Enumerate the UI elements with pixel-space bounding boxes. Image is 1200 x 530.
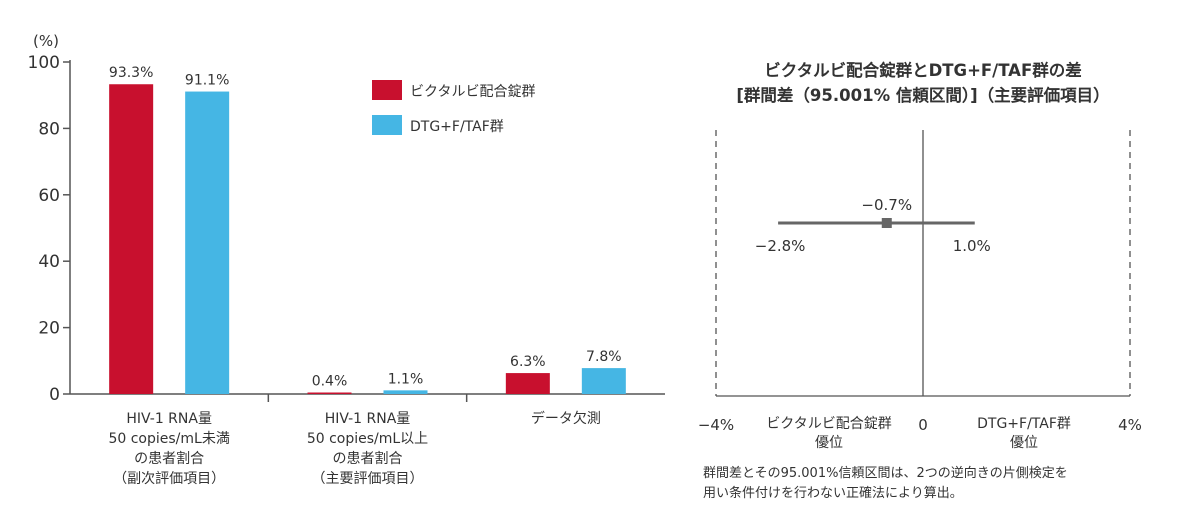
legend-swatch <box>372 115 402 135</box>
favors-left-label: ビクタルビ配合錠群 <box>766 416 891 432</box>
legend-label: ビクタルビ配合錠群 <box>410 84 535 100</box>
y-tick-label: 100 <box>28 53 60 73</box>
bar-value-label: 91.1% <box>185 73 229 89</box>
favors-right-label: 優位 <box>1010 435 1038 451</box>
bar-value-label: 7.8% <box>586 349 622 365</box>
x-category-label: HIV-1 RNA量 <box>325 411 411 427</box>
y-tick-label: 0 <box>49 385 60 405</box>
y-tick-label: 60 <box>38 186 60 206</box>
y-tick-label: 20 <box>38 319 60 339</box>
bar-value-label: 6.3% <box>510 354 546 370</box>
ci-low-label: −2.8% <box>755 237 806 255</box>
bar-value-label: 93.3% <box>109 65 153 81</box>
forest-x-tick-label: −4% <box>698 416 734 434</box>
forest-title: ビクタルビ配合錠群とDTG+F/TAF群の差 <box>764 60 1081 80</box>
ci-high-label: 1.0% <box>953 237 991 255</box>
estimate-label: −0.7% <box>861 196 912 214</box>
x-category-label: の患者割合 <box>333 450 403 467</box>
y-tick-label: 40 <box>38 252 60 272</box>
footnote-text: 群間差とその95.001%信頼区間は、2つの逆向きの片側検定を <box>703 465 1068 481</box>
point-estimate-marker <box>881 218 892 228</box>
forest-x-tick-label: 0 <box>918 416 928 434</box>
forest-x-tick-label: 4% <box>1118 416 1142 434</box>
bar <box>185 91 230 394</box>
forest-title: [群間差（95.001% 信頼区間）]（主要評価項目） <box>736 85 1109 105</box>
bar <box>383 390 428 394</box>
favors-right-label: DTG+F/TAF群 <box>977 416 1071 432</box>
x-category-label: 50 copies/mL以上 <box>307 431 428 447</box>
x-category-label: 50 copies/mL未満 <box>108 431 229 447</box>
bar-value-label: 1.1% <box>388 371 424 387</box>
x-category-label: の患者割合 <box>134 450 204 467</box>
legend-label: DTG+F/TAF群 <box>410 119 504 135</box>
favors-left-label: 優位 <box>815 435 843 451</box>
bar <box>307 392 352 394</box>
legend-swatch <box>372 80 402 100</box>
bar <box>581 368 626 394</box>
y-tick-label: 80 <box>38 119 60 139</box>
footnote-text: 用い条件付けを行わない正確法により算出。 <box>703 485 963 501</box>
y-axis-unit-label: (%) <box>33 32 59 50</box>
bar-value-label: 0.4% <box>312 374 348 390</box>
x-category-label: （副次評価項目） <box>113 471 225 487</box>
x-category-label: （主要評価項目） <box>312 471 424 487</box>
x-category-label: HIV-1 RNA量 <box>126 411 212 427</box>
bar <box>109 84 154 394</box>
bar <box>505 373 550 394</box>
x-category-label: データ欠測 <box>531 410 601 427</box>
